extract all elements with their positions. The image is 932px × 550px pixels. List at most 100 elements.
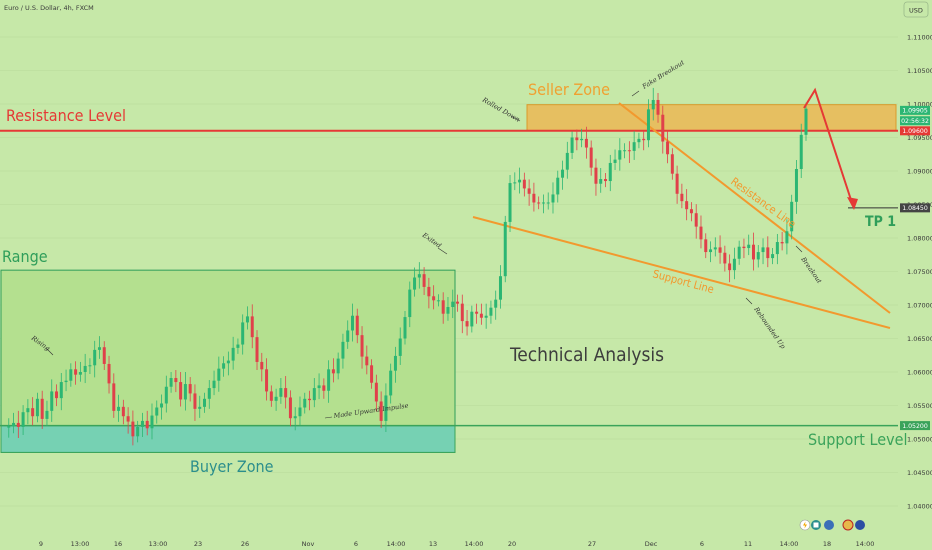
candle-body — [350, 315, 354, 331]
candle-body — [83, 365, 87, 372]
candle-body — [608, 162, 612, 182]
candle-body — [561, 169, 565, 178]
candle-body — [226, 360, 230, 364]
candle-body — [623, 150, 627, 152]
candle-body — [308, 398, 312, 401]
candle-body — [728, 263, 732, 271]
candle-body — [164, 386, 168, 404]
candle-body — [64, 380, 68, 383]
candle-body — [785, 231, 789, 244]
candle-body — [293, 416, 297, 419]
resistance-line-label: Resistance Line — [728, 175, 798, 231]
candle-body — [522, 179, 526, 189]
calendar-glyph — [813, 522, 819, 528]
seller-zone-box — [526, 104, 897, 132]
candle-body — [584, 138, 588, 148]
candle-body — [336, 358, 340, 374]
candle-body — [298, 407, 302, 417]
candle-body — [384, 395, 388, 421]
candle-body — [393, 355, 397, 371]
price-tick-label: 1.04500 — [907, 469, 932, 477]
price-tick-label: 1.05500 — [907, 402, 932, 410]
candle-body — [389, 370, 393, 396]
candle-body — [751, 244, 755, 260]
candle-body — [117, 406, 121, 411]
euro-flag-icon[interactable] — [842, 519, 854, 531]
candle-body — [274, 396, 278, 401]
price-axis[interactable] — [898, 0, 932, 550]
candle-body — [775, 242, 779, 255]
candle-body — [666, 141, 670, 155]
candle-body — [441, 300, 445, 314]
candle-body — [260, 361, 264, 370]
candle-body — [155, 407, 159, 416]
candle-body — [150, 415, 154, 429]
candle-body — [26, 408, 30, 413]
candle-body — [55, 391, 59, 399]
candle-body — [479, 313, 483, 318]
candle-body — [413, 277, 417, 290]
technical-analysis-label: Technical Analysis — [509, 344, 664, 366]
candle-body — [494, 299, 498, 308]
candle-body — [379, 401, 383, 421]
fake-breakout-arrow — [631, 90, 640, 97]
candle-body — [374, 382, 378, 402]
time-tick-label: 9 — [39, 540, 43, 548]
support-trendline — [472, 216, 891, 329]
time-tick-label: 23 — [194, 540, 202, 548]
candle-body — [799, 134, 803, 169]
candle-body — [179, 382, 183, 400]
candle-body — [93, 349, 97, 366]
candle-body — [546, 202, 550, 204]
candle-body — [140, 420, 144, 427]
candle-body — [465, 321, 469, 327]
dollar-flag-icon[interactable] — [824, 520, 834, 530]
time-tick-label: 14:00 — [465, 540, 484, 548]
candle-body — [470, 311, 474, 327]
candle-body — [699, 226, 703, 240]
candle-body — [713, 247, 717, 250]
candle-body — [570, 137, 574, 153]
impulse-arrow — [324, 416, 333, 419]
candle-body — [126, 416, 130, 422]
time-tick-label: Dec — [645, 540, 658, 548]
bottom-toolbar — [799, 519, 865, 531]
candle-body — [704, 239, 708, 253]
candle-body — [451, 301, 455, 308]
fake-breakout-note: Fake Breakout — [640, 58, 686, 91]
candle-body — [102, 347, 106, 364]
candle-body — [69, 369, 73, 381]
candle-body — [145, 420, 149, 429]
price-marker — [900, 421, 930, 431]
candle-body — [341, 341, 345, 359]
candle-body — [322, 385, 326, 391]
lightning-glyph — [803, 521, 807, 529]
time-axis[interactable] — [0, 535, 932, 550]
candle-body — [370, 365, 374, 383]
candle-body — [580, 138, 584, 141]
time-tick-label: 16 — [114, 540, 122, 548]
price-tick-label: 1.09500 — [907, 134, 932, 142]
candle-body — [74, 369, 78, 375]
candle-body — [771, 254, 775, 259]
price-tick-label: 1.11000 — [907, 34, 932, 42]
us-flag-icon[interactable] — [855, 520, 865, 530]
candle-body — [88, 365, 92, 367]
candle-body — [475, 311, 479, 314]
candle-body — [790, 201, 794, 232]
candle-body — [661, 114, 665, 142]
candle-body — [269, 391, 273, 401]
currency-button-label[interactable]: USD — [909, 7, 923, 15]
currency-button[interactable] — [903, 1, 929, 18]
candle-body — [518, 179, 522, 183]
candle-body — [217, 368, 221, 381]
candle-body — [680, 193, 684, 202]
candle-body — [331, 369, 335, 374]
price-tick-label: 1.10500 — [907, 67, 932, 75]
candle-body — [670, 154, 674, 174]
candle-body — [556, 177, 560, 195]
candle-body — [537, 202, 541, 204]
candle-body — [160, 403, 164, 408]
